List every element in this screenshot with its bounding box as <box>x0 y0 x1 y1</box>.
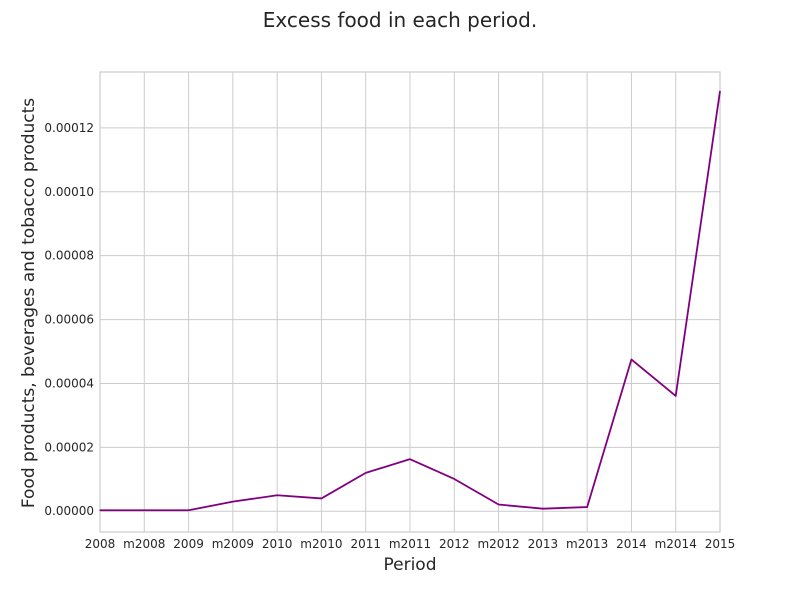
data-point <box>719 90 721 92</box>
x-tick-label: 2009 <box>173 537 204 551</box>
y-tick-label: 0.00004 <box>44 376 94 390</box>
x-tick-label: m2010 <box>300 537 342 551</box>
x-tick-label: m2008 <box>123 537 165 551</box>
grid <box>99 72 721 532</box>
x-tick-label: m2013 <box>566 537 608 551</box>
data-point <box>497 503 500 506</box>
data-point <box>276 494 278 496</box>
y-tick-labels: 0.00000 0.00002 0.00004 0.00006 0.00008 0.000… <box>44 121 94 518</box>
x-tick-label: 2011 <box>350 537 381 551</box>
x-tick-label: 2010 <box>262 537 293 551</box>
x-tick-label: 2014 <box>616 537 647 551</box>
x-tick-label: m2009 <box>212 537 254 551</box>
y-tick-label: 0.00006 <box>44 313 94 327</box>
y-tick-label: 0.00012 <box>44 121 94 135</box>
x-tick-label: 2012 <box>439 537 470 551</box>
data-point <box>232 501 234 503</box>
x-tick-label: m2012 <box>477 537 519 551</box>
y-axis-title: Food products, beverages and tobacco pro… <box>19 98 39 508</box>
series-layer <box>99 90 721 512</box>
data-point <box>630 358 633 361</box>
x-tick-label: 2015 <box>705 537 736 551</box>
data-point <box>586 506 588 508</box>
plot-frame <box>99 71 721 533</box>
data-point <box>187 509 190 511</box>
data-point <box>143 509 145 511</box>
data-point <box>320 497 323 500</box>
data-point <box>99 509 101 511</box>
data-point <box>365 472 367 474</box>
data-point <box>453 478 455 480</box>
x-tick-label: m2014 <box>655 537 697 551</box>
y-tick-label: 0.00000 <box>44 504 94 518</box>
chart-title: Excess food in each period. <box>263 8 537 32</box>
data-point <box>542 508 544 510</box>
x-tick-label: 2013 <box>528 537 559 551</box>
x-tick-labels: 2008 m2008 2009 m2009 2010 m2010 2011 m2011 2012… <box>85 537 736 551</box>
y-tick-label: 0.00002 <box>44 440 94 454</box>
y-tick-label: 0.00008 <box>44 249 94 263</box>
y-tick-label: 0.00010 <box>44 185 94 199</box>
data-point <box>409 458 411 460</box>
x-tick-label: 2008 <box>85 537 116 551</box>
x-tick-label: m2011 <box>389 537 431 551</box>
data-point <box>675 395 677 397</box>
x-axis-title: Period <box>383 555 436 575</box>
